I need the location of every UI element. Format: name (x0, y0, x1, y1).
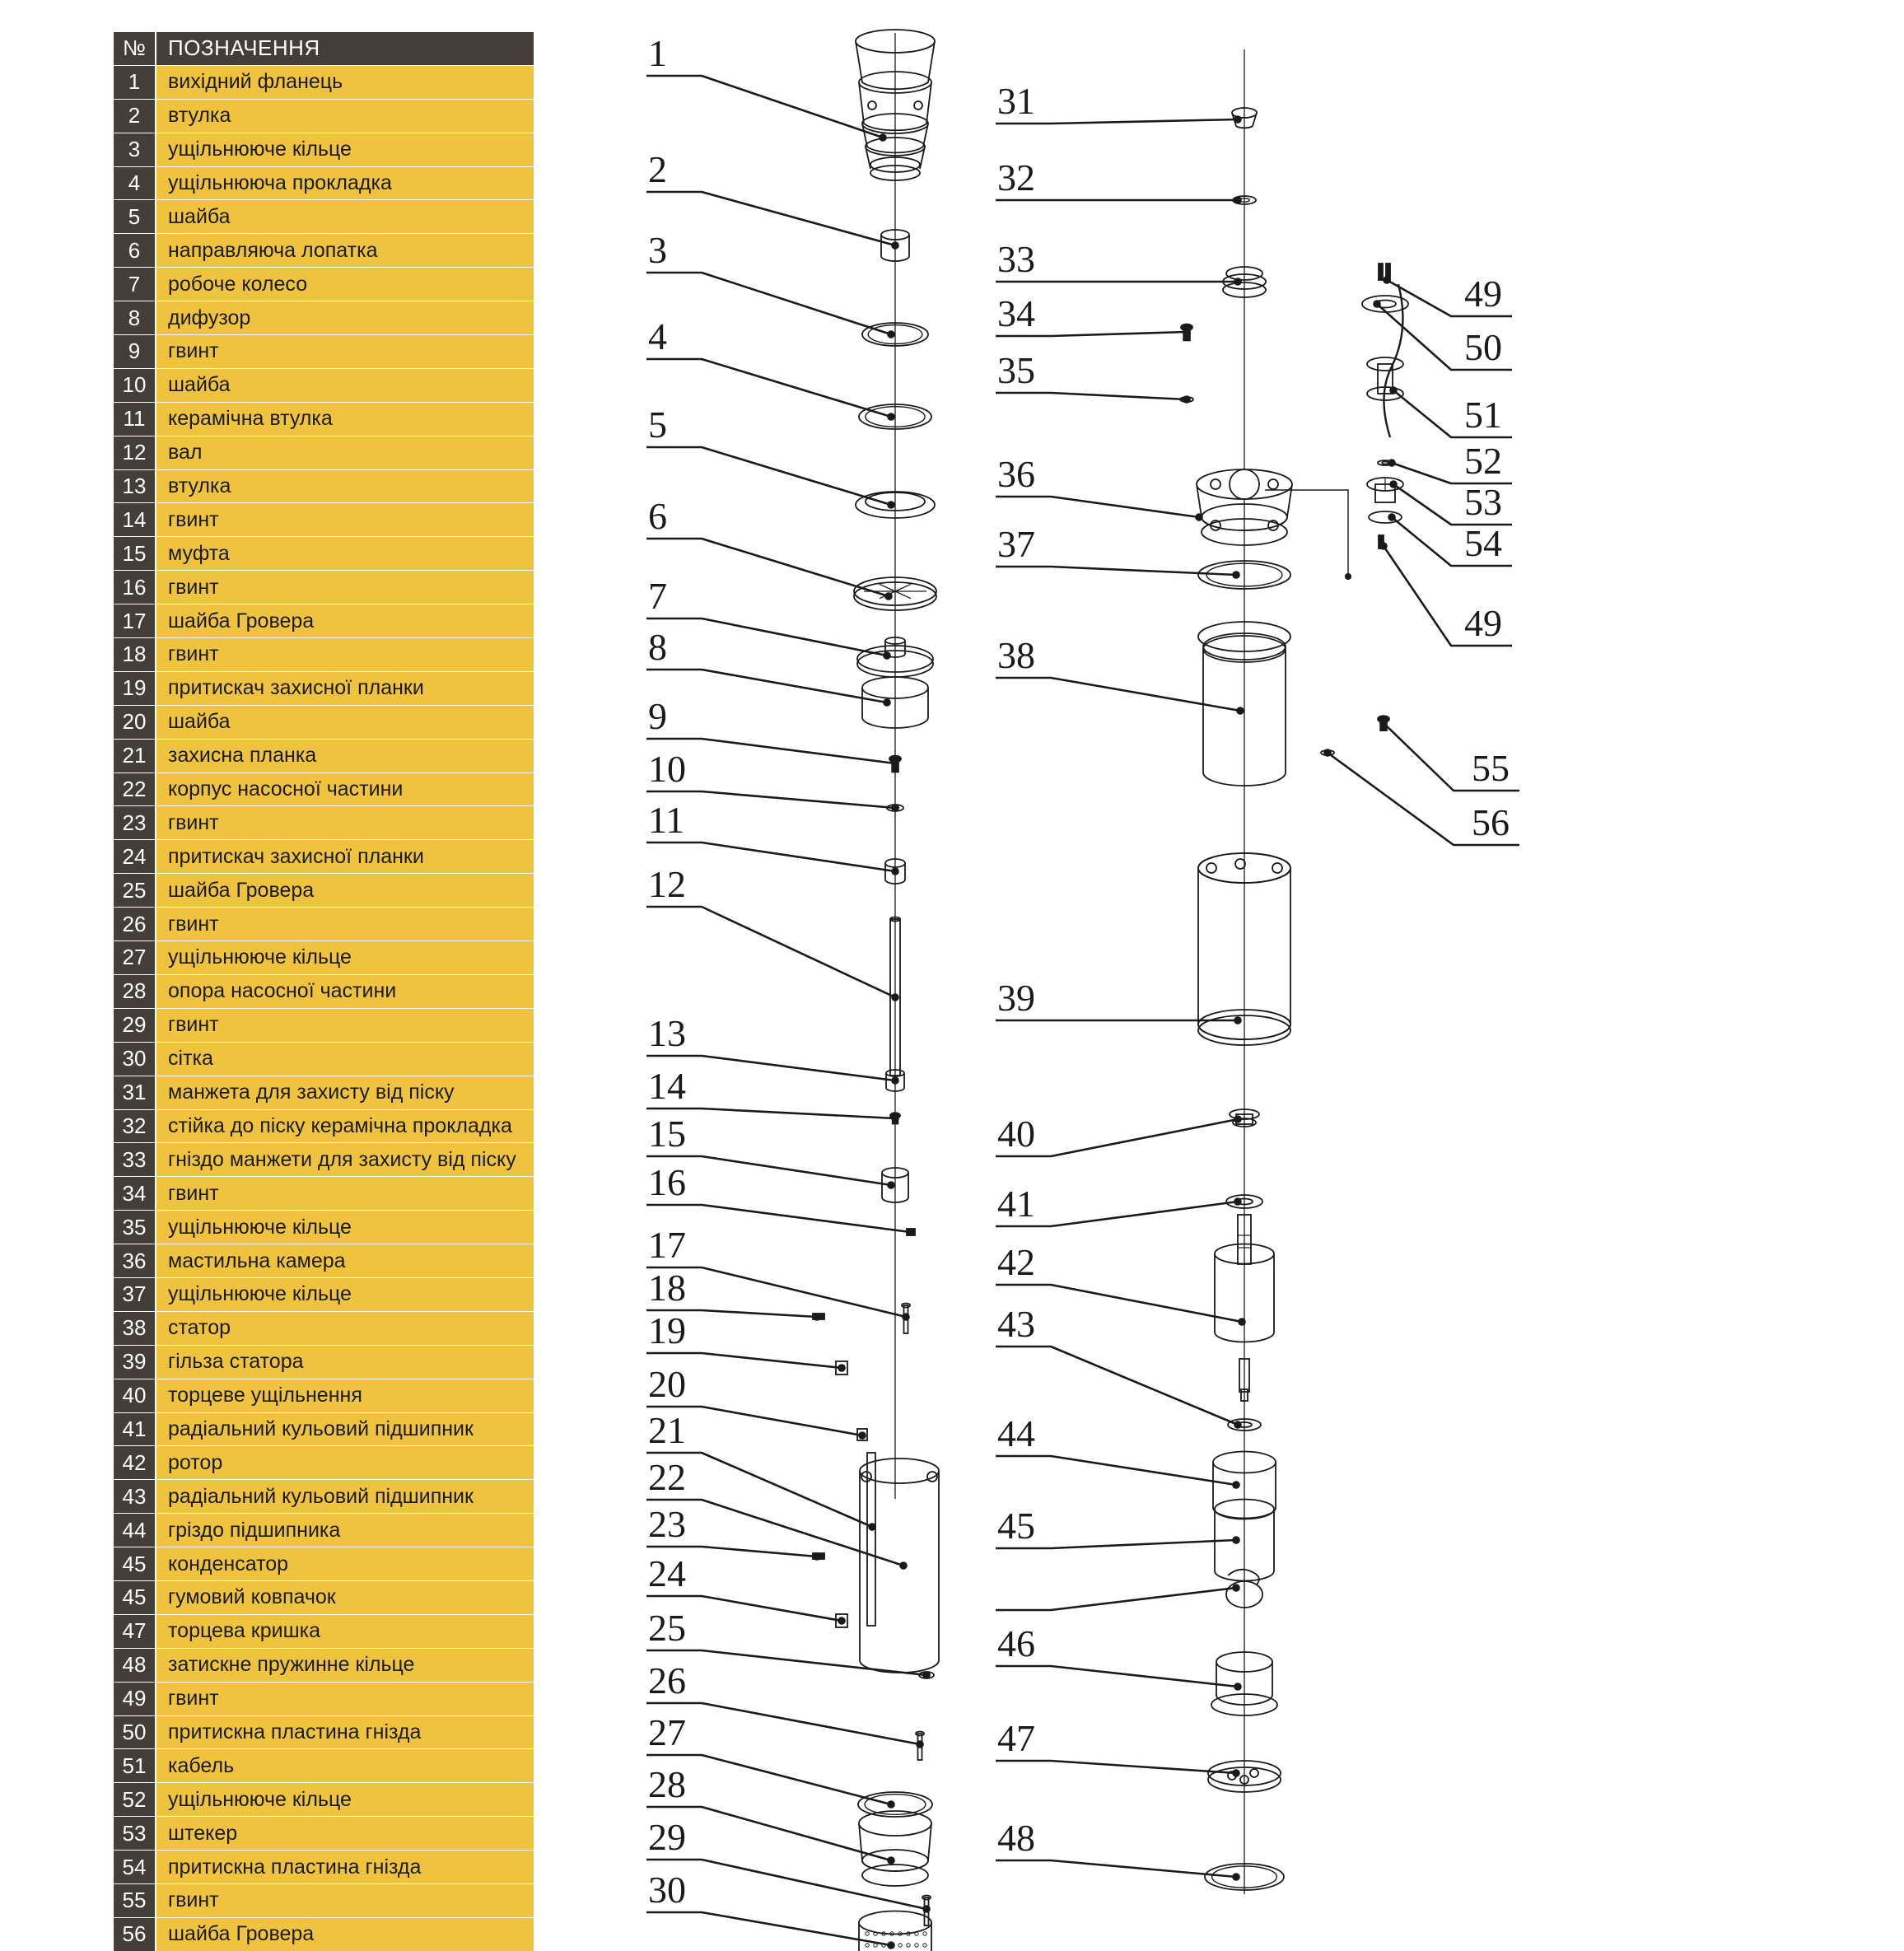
svg-text:11: 11 (648, 799, 684, 841)
svg-text:22: 22 (648, 1456, 686, 1498)
svg-text:49: 49 (1464, 602, 1502, 644)
svg-text:16: 16 (648, 1161, 686, 1203)
svg-text:27: 27 (648, 1711, 686, 1753)
svg-text:50: 50 (1464, 326, 1502, 368)
svg-text:39: 39 (997, 977, 1035, 1019)
svg-text:42: 42 (997, 1241, 1035, 1283)
svg-text:46: 46 (997, 1622, 1035, 1664)
svg-text:36: 36 (997, 453, 1035, 495)
svg-text:51: 51 (1464, 394, 1502, 436)
svg-text:30: 30 (648, 1869, 686, 1911)
svg-text:31: 31 (997, 80, 1035, 122)
svg-text:23: 23 (648, 1503, 686, 1545)
svg-text:47: 47 (997, 1717, 1035, 1759)
svg-text:56: 56 (1472, 801, 1510, 843)
svg-text:55: 55 (1472, 747, 1510, 789)
svg-text:53: 53 (1464, 481, 1502, 523)
svg-text:25: 25 (648, 1607, 686, 1649)
svg-text:43: 43 (997, 1303, 1035, 1345)
svg-text:33: 33 (997, 238, 1035, 280)
svg-text:14: 14 (648, 1065, 686, 1107)
svg-text:28: 28 (648, 1763, 686, 1805)
svg-text:3: 3 (648, 229, 667, 271)
svg-text:35: 35 (997, 349, 1035, 391)
svg-text:10: 10 (648, 748, 686, 790)
svg-text:26: 26 (648, 1659, 686, 1701)
svg-text:5: 5 (648, 404, 667, 446)
svg-text:45: 45 (997, 1505, 1035, 1547)
svg-text:2: 2 (648, 148, 667, 190)
svg-text:17: 17 (648, 1224, 686, 1266)
svg-text:34: 34 (997, 292, 1035, 334)
svg-text:1: 1 (648, 32, 667, 74)
svg-text:38: 38 (997, 634, 1035, 676)
svg-text:18: 18 (648, 1267, 686, 1309)
svg-text:41: 41 (997, 1183, 1035, 1225)
svg-text:7: 7 (648, 575, 667, 617)
svg-text:29: 29 (648, 1816, 686, 1858)
svg-text:13: 13 (648, 1012, 686, 1054)
svg-text:52: 52 (1464, 440, 1502, 482)
svg-text:6: 6 (648, 495, 667, 537)
svg-text:24: 24 (648, 1552, 686, 1594)
svg-text:37: 37 (997, 523, 1035, 565)
svg-text:12: 12 (648, 863, 686, 905)
svg-text:19: 19 (648, 1309, 686, 1351)
svg-text:9: 9 (648, 695, 667, 737)
svg-text:40: 40 (997, 1113, 1035, 1155)
svg-text:48: 48 (997, 1817, 1035, 1859)
svg-text:32: 32 (997, 156, 1035, 198)
svg-text:49: 49 (1464, 273, 1502, 315)
svg-text:20: 20 (648, 1363, 686, 1405)
svg-text:15: 15 (648, 1113, 686, 1155)
svg-text:44: 44 (997, 1412, 1035, 1454)
svg-text:4: 4 (648, 315, 667, 357)
svg-text:21: 21 (648, 1409, 686, 1451)
svg-text:8: 8 (648, 626, 667, 668)
svg-text:54: 54 (1464, 522, 1502, 564)
